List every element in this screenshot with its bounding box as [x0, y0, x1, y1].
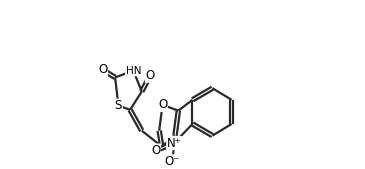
Text: N⁺: N⁺ — [167, 137, 182, 150]
Text: HN: HN — [126, 66, 141, 76]
Text: O: O — [145, 69, 155, 82]
Text: O⁻: O⁻ — [165, 155, 180, 168]
Text: O: O — [98, 63, 107, 76]
Text: S: S — [115, 99, 122, 112]
Text: O: O — [158, 98, 167, 111]
Text: O: O — [151, 144, 161, 157]
